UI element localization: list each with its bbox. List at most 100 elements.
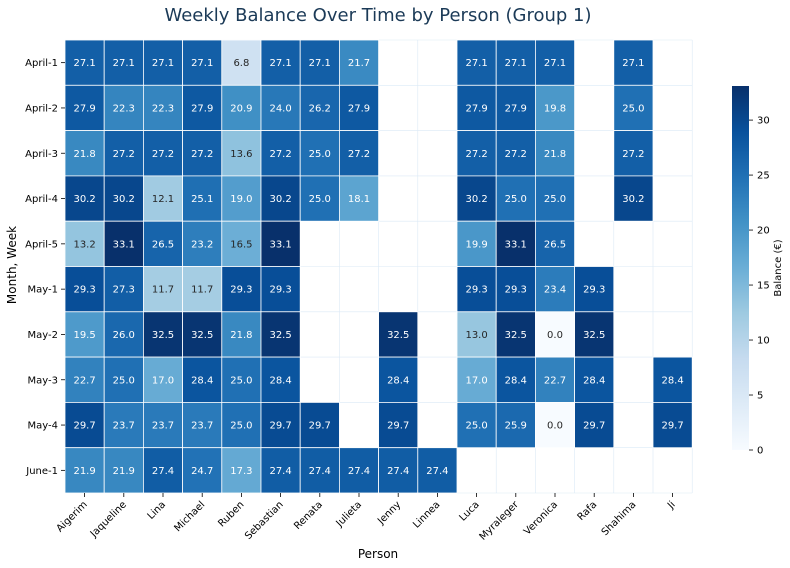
cell-value-label: 33.1 bbox=[269, 239, 291, 250]
cell-value-label: 22.7 bbox=[544, 375, 566, 386]
cell-value-label: 23.4 bbox=[544, 285, 566, 296]
y-tick-label: April-1 bbox=[25, 58, 58, 69]
cell-value-label: 33.1 bbox=[113, 239, 135, 250]
y-tick-label: May-3 bbox=[28, 375, 58, 386]
heatmap-cell bbox=[103, 356, 144, 403]
colorbar-tick-label: 0 bbox=[757, 446, 763, 457]
heatmap-cell bbox=[495, 311, 536, 358]
colorbar-label: Balance (€) bbox=[773, 239, 784, 296]
heatmap-cell bbox=[652, 401, 693, 449]
heatmap-cell bbox=[142, 84, 183, 132]
cell-value-label: 28.4 bbox=[583, 375, 605, 386]
cell-value-label: 23.2 bbox=[191, 239, 213, 250]
cell-value-label: 13.2 bbox=[73, 239, 95, 250]
cell-value-label: 29.7 bbox=[309, 421, 331, 432]
heatmap-cell bbox=[535, 130, 576, 177]
cell-value-label: 21.9 bbox=[113, 466, 135, 477]
heatmap-cell bbox=[456, 175, 497, 222]
cell-value-label: 28.4 bbox=[191, 375, 213, 386]
cell-value-label: 27.2 bbox=[505, 149, 527, 160]
cell-value-label: 27.1 bbox=[113, 58, 135, 69]
colorbar-tick-label: 30 bbox=[757, 116, 770, 127]
heatmap-cell bbox=[378, 311, 419, 358]
y-tick-label: April-2 bbox=[25, 103, 58, 114]
cell-value-label: 28.4 bbox=[387, 375, 409, 386]
colorbar-tick-label: 25 bbox=[757, 171, 770, 182]
heatmap-cell bbox=[260, 311, 301, 358]
heatmap-cell bbox=[495, 130, 536, 177]
x-tick-label: Myraleger bbox=[478, 499, 522, 543]
cell-value-label: 27.1 bbox=[152, 58, 174, 69]
cell-value-label: 27.4 bbox=[348, 466, 370, 477]
heatmap-cell bbox=[64, 266, 105, 313]
heatmap-cell bbox=[535, 84, 576, 132]
cell-value-label: 27.1 bbox=[622, 58, 644, 69]
heatmap-cell bbox=[613, 84, 654, 132]
heatmap-cell bbox=[182, 401, 223, 449]
heatmap-cell bbox=[64, 39, 105, 86]
cell-value-label: 30.2 bbox=[73, 194, 95, 205]
heatmap-cell bbox=[260, 220, 301, 267]
cell-value-label: 27.2 bbox=[152, 149, 174, 160]
colorbar-tick-label: 15 bbox=[757, 281, 770, 292]
cell-value-label: 25.0 bbox=[230, 421, 252, 432]
cell-value-label: 19.8 bbox=[544, 103, 566, 114]
heatmap-cell bbox=[182, 266, 223, 313]
x-axis-label: Person bbox=[358, 547, 398, 561]
chart-title: Weekly Balance Over Time by Person (Grou… bbox=[164, 5, 591, 26]
heatmap-cell bbox=[64, 220, 105, 267]
cell-value-label: 29.7 bbox=[583, 421, 605, 432]
x-tick-label: Lina bbox=[146, 499, 169, 522]
heatmap-cell bbox=[417, 447, 458, 494]
cell-value-label: 25.0 bbox=[230, 375, 252, 386]
heatmap-cell bbox=[182, 447, 223, 494]
heatmap-cell bbox=[613, 175, 654, 222]
cell-value-label: 32.5 bbox=[583, 330, 605, 341]
cell-value-label: 23.7 bbox=[113, 421, 135, 432]
cell-value-label: 27.1 bbox=[191, 58, 213, 69]
cell-value-label: 32.5 bbox=[152, 330, 174, 341]
heatmap-cell bbox=[535, 401, 576, 449]
x-tick-label: Aigerim bbox=[55, 499, 90, 534]
cell-value-label: 17.3 bbox=[230, 466, 252, 477]
heatmap-cell bbox=[260, 175, 301, 222]
heatmap-cell bbox=[260, 130, 301, 177]
heatmap-cell bbox=[142, 447, 183, 494]
heatmap-cell bbox=[260, 39, 301, 86]
heatmap-cell bbox=[142, 356, 183, 403]
heatmap-cell bbox=[64, 401, 105, 449]
cell-value-label: 29.7 bbox=[73, 421, 95, 432]
cell-value-label: 25.0 bbox=[544, 194, 566, 205]
x-tick-label: Sebastian bbox=[243, 499, 286, 542]
x-tick-label: Jenny bbox=[375, 499, 403, 527]
cell-value-label: 28.4 bbox=[269, 375, 291, 386]
heatmap-cell bbox=[142, 130, 183, 177]
heatmap-cell bbox=[260, 401, 301, 449]
cell-value-label: 13.0 bbox=[465, 330, 487, 341]
cell-value-label: 17.0 bbox=[465, 375, 487, 386]
cell-value-label: 27.2 bbox=[269, 149, 291, 160]
cell-value-label: 0.0 bbox=[547, 330, 563, 341]
heatmap-cell bbox=[221, 130, 262, 177]
y-tick-label: May-2 bbox=[28, 330, 58, 341]
cell-value-label: 27.2 bbox=[465, 149, 487, 160]
x-tick-label: Michael bbox=[172, 499, 207, 534]
cell-value-label: 27.4 bbox=[269, 466, 291, 477]
colorbar: 0 5 10 15 20 25 30 Balance (€) bbox=[732, 86, 784, 457]
x-tick-label: Jaqueline bbox=[88, 499, 129, 540]
heatmap-cell bbox=[103, 401, 144, 449]
heatmap-cell bbox=[182, 175, 223, 222]
heatmap-cell bbox=[260, 84, 301, 132]
cell-value-label: 32.5 bbox=[269, 330, 291, 341]
y-axis-label: Month, Week bbox=[5, 226, 19, 304]
heatmap-cell bbox=[574, 311, 615, 358]
cell-value-label: 29.7 bbox=[269, 421, 291, 432]
cell-value-label: 12.1 bbox=[152, 194, 174, 205]
cell-value-label: 11.7 bbox=[152, 285, 174, 296]
heatmap-cell bbox=[221, 39, 262, 86]
x-tick-label: Rafa bbox=[576, 499, 600, 523]
cell-value-label: 27.2 bbox=[191, 149, 213, 160]
cell-value-label: 25.9 bbox=[505, 421, 527, 432]
cell-value-label: 17.0 bbox=[152, 375, 174, 386]
